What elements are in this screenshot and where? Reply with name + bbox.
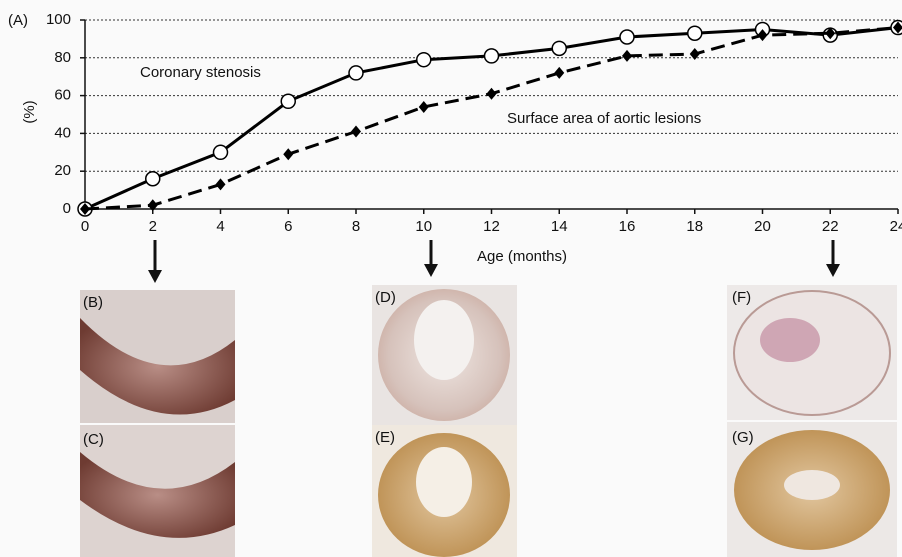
panel-label: (C): [83, 431, 104, 448]
y-tick-label: 60: [54, 87, 71, 104]
x-tick-label: 4: [216, 218, 224, 235]
x-tick-label: 12: [483, 218, 500, 235]
figure: (A) (%) Age (months) (B)(C)(D)(E)(F)(G) …: [0, 0, 902, 557]
panel-label: (E): [375, 429, 395, 446]
data-point: [281, 94, 295, 108]
panel-label: (D): [375, 289, 396, 306]
y-tick-label: 20: [54, 162, 71, 179]
x-tick-label: 0: [81, 218, 89, 235]
panel-label: (B): [83, 294, 103, 311]
panel-label: (F): [732, 289, 751, 306]
data-point: [688, 26, 702, 40]
data-point: [620, 30, 634, 44]
x-tick-label: 24: [890, 218, 902, 235]
x-tick-label: 6: [284, 218, 292, 235]
panel-label: (A): [8, 12, 28, 29]
x-tick-label: 16: [619, 218, 636, 235]
x-tick-label: 14: [551, 218, 568, 235]
data-point: [214, 145, 228, 159]
panel-label: (G): [732, 429, 754, 446]
x-tick-label: 18: [686, 218, 703, 235]
y-tick-label: 40: [54, 124, 71, 141]
data-point: [349, 66, 363, 80]
x-tick-label: 10: [415, 218, 432, 235]
x-tick-label: 20: [754, 218, 771, 235]
data-point: [552, 41, 566, 55]
x-tick-label: 22: [822, 218, 839, 235]
data-point: [146, 172, 160, 186]
y-axis-label: (%): [21, 100, 38, 123]
series-label: Coronary stenosis: [140, 64, 261, 81]
x-tick-label: 8: [352, 218, 360, 235]
x-axis-label: Age (months): [477, 248, 567, 265]
y-tick-label: 0: [63, 200, 71, 217]
data-point: [417, 53, 431, 67]
x-tick-label: 2: [149, 218, 157, 235]
y-tick-label: 100: [46, 11, 71, 28]
data-point: [485, 49, 499, 63]
y-tick-label: 80: [54, 49, 71, 66]
series-label: Surface area of aortic lesions: [507, 110, 701, 127]
